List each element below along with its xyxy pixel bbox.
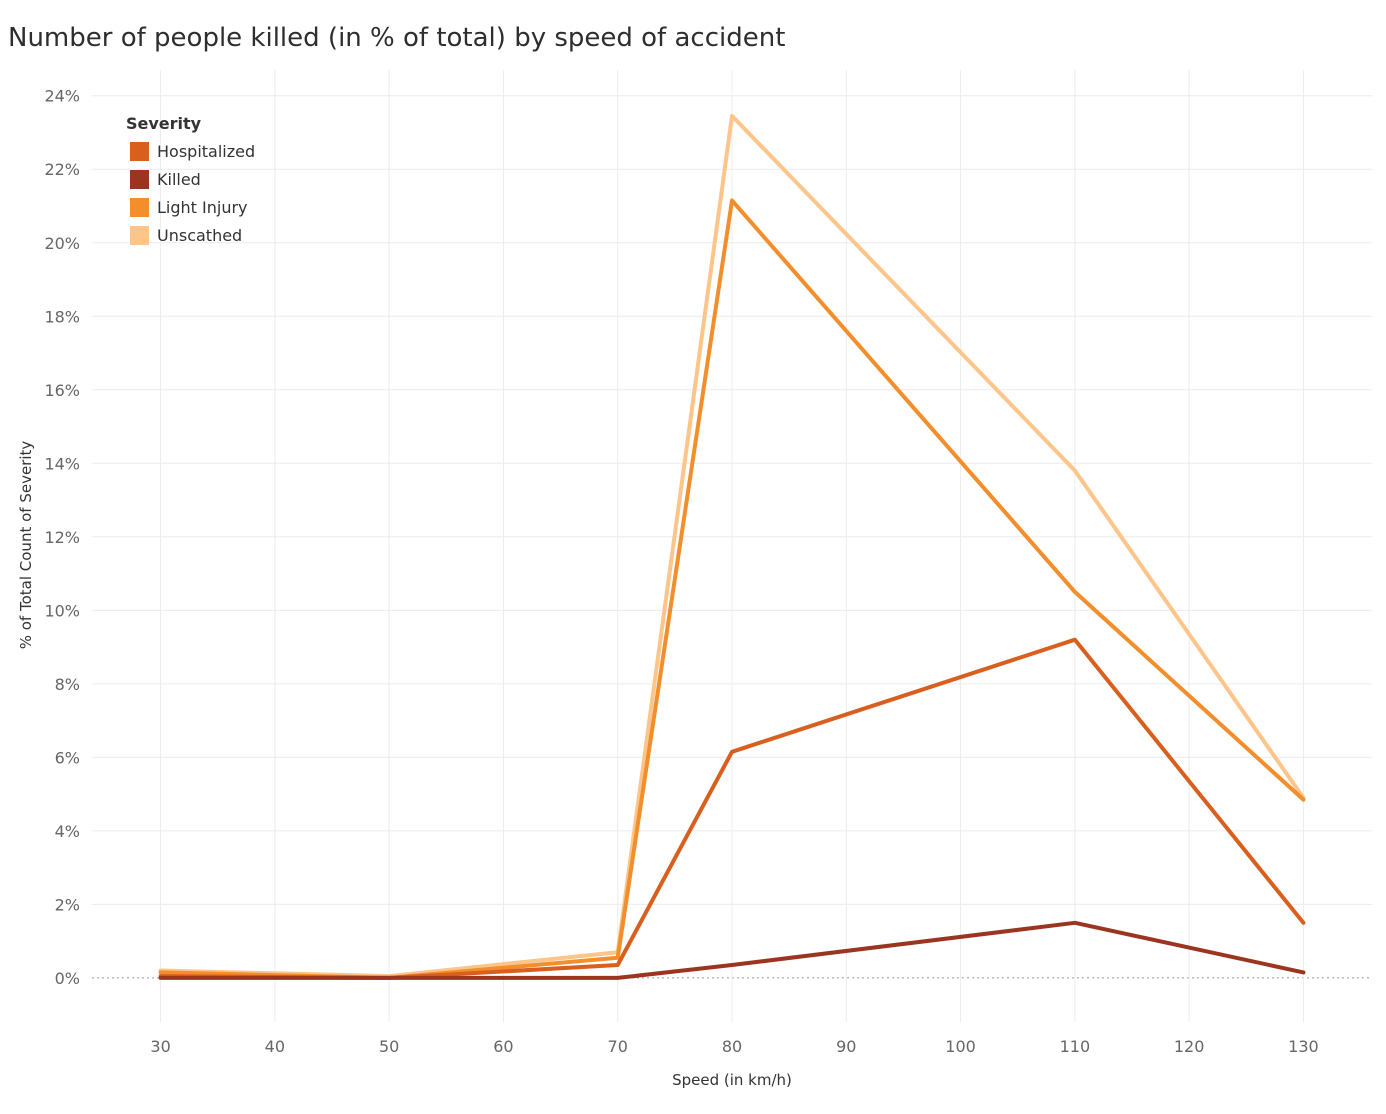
- legend-item-hospitalized: Hospitalized: [130, 142, 255, 161]
- legend-swatch: [130, 226, 149, 245]
- legend-item-unscathed: Unscathed: [130, 226, 242, 245]
- legend-item-killed: Killed: [130, 170, 201, 189]
- x-tick-label: 120: [1174, 1037, 1205, 1056]
- y-tick-label: 16%: [44, 381, 80, 400]
- legend-label: Unscathed: [157, 226, 242, 245]
- series-lines: [158, 113, 1306, 980]
- legend-item-light-injury: Light Injury: [130, 198, 248, 217]
- x-axis-title: Speed (in km/h): [672, 1071, 792, 1089]
- legend-swatch: [130, 142, 149, 161]
- x-tick-label: 100: [945, 1037, 976, 1056]
- x-tick-label: 30: [150, 1037, 170, 1056]
- y-tick-label: 18%: [44, 307, 80, 326]
- legend-title: Severity: [126, 114, 202, 133]
- x-tick-label: 130: [1288, 1037, 1319, 1056]
- x-tick-label: 40: [265, 1037, 285, 1056]
- x-tick-label: 110: [1060, 1037, 1091, 1056]
- x-tick-label: 60: [493, 1037, 513, 1056]
- grid: [92, 70, 1372, 1022]
- y-tick-label: 8%: [55, 675, 80, 694]
- y-tick-label: 12%: [44, 528, 80, 547]
- series-line-killed: [158, 920, 1306, 980]
- legend-items: Hospitalized Killed Light Injury Unscathed: [130, 142, 255, 245]
- chart-title: Number of people killed (in % of total) …: [8, 23, 785, 53]
- legend-swatch: [130, 170, 149, 189]
- y-axis-title: % of Total Count of Severity: [17, 441, 35, 650]
- legend-swatch: [130, 198, 149, 217]
- y-tick-label: 4%: [55, 822, 80, 841]
- y-tick-label: 0%: [55, 969, 80, 988]
- y-tick-label: 14%: [44, 454, 80, 473]
- x-tick-label: 80: [722, 1037, 742, 1056]
- y-tick-label: 6%: [55, 748, 80, 767]
- y-tick-label: 20%: [44, 234, 80, 253]
- y-tick-label: 10%: [44, 601, 80, 620]
- y-tick-label: 24%: [44, 87, 80, 106]
- x-tick-label: 90: [836, 1037, 856, 1056]
- legend-label: Killed: [157, 170, 201, 189]
- y-tick-label: 22%: [44, 160, 80, 179]
- x-axis-ticks: 30 40 50 60 70 80 90 100 110 120 130: [150, 1037, 1318, 1056]
- x-tick-label: 50: [379, 1037, 399, 1056]
- y-axis-ticks: 0% 2% 4% 6% 8% 10% 12% 14% 16% 18% 20% 22% 24%: [44, 87, 80, 988]
- y-tick-label: 2%: [55, 895, 80, 914]
- legend-label: Light Injury: [157, 198, 248, 217]
- legend: Severity Hospitalized Killed Light Injury U…: [126, 114, 255, 245]
- x-tick-label: 70: [608, 1037, 628, 1056]
- legend-label: Hospitalized: [157, 142, 255, 161]
